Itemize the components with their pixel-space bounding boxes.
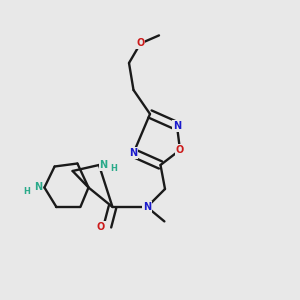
Text: N: N (129, 148, 138, 158)
Text: O: O (176, 145, 184, 155)
Text: N: N (173, 121, 181, 131)
Text: O: O (136, 38, 145, 49)
Text: O: O (97, 221, 105, 232)
Text: N: N (99, 160, 108, 170)
Text: H: H (110, 164, 117, 173)
Text: H: H (24, 187, 30, 196)
Text: N: N (143, 202, 151, 212)
Text: N: N (34, 182, 42, 193)
